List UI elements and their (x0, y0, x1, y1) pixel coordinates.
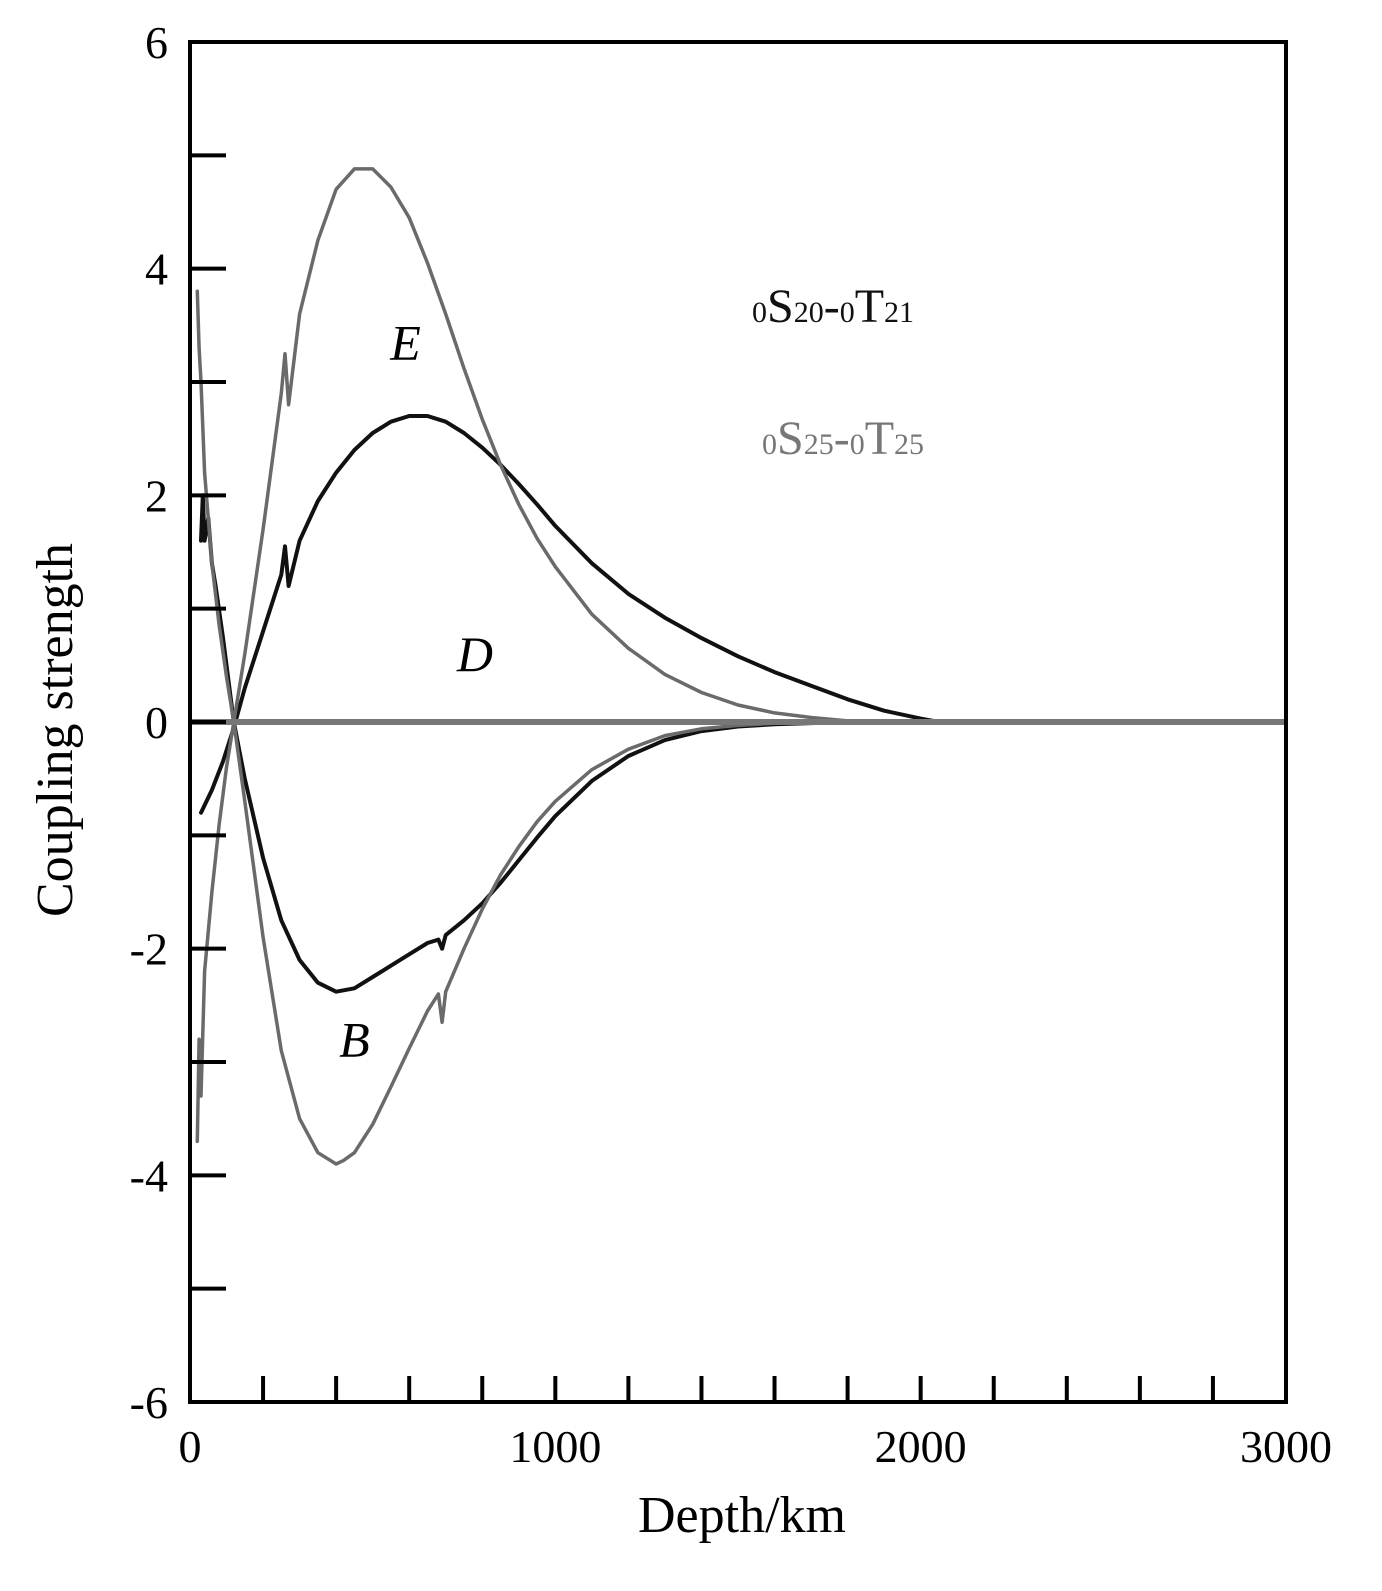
y-axis-title: Coupling strength (27, 543, 84, 917)
y-tick-label: -6 (130, 1377, 168, 1428)
series-line-b-gray (195, 289, 850, 1166)
curve-labels-layer: E D B (339, 314, 493, 1067)
curve-label-e: E (389, 314, 421, 370)
y-tick-label: -4 (130, 1150, 168, 1201)
x-tick-label: 2000 (875, 1421, 967, 1472)
legend: 0S20-0T21 0S25-0T25 (752, 280, 924, 465)
curve-label-d: D (456, 626, 493, 682)
curve-label-b: B (339, 1011, 370, 1067)
x-tick-label: 3000 (1240, 1421, 1332, 1472)
y-tick-label: 0 (145, 697, 168, 748)
x-axis-title: Depth/km (638, 1487, 846, 1544)
series-line-d-black (199, 493, 868, 994)
y-tick-label: 6 (145, 17, 168, 68)
x-tick-label: 0 (179, 1421, 202, 1472)
legend-entry: 0S25-0T25 (762, 412, 924, 465)
y-tick-label: -2 (130, 924, 168, 975)
y-tick-label: 4 (145, 244, 168, 295)
series-line-e-gray (195, 167, 868, 1144)
series-layer (195, 167, 941, 1166)
legend-entry: 0S20-0T21 (752, 280, 914, 333)
tick-labels-layer: 0 1000 2000 3000 -6 -4 -2 0 2 4 6 (130, 17, 1332, 1472)
ticks-layer (188, 40, 1288, 1404)
y-tick-label: 2 (145, 470, 168, 521)
series-line-e-black (199, 414, 941, 815)
x-tick-label: 1000 (509, 1421, 601, 1472)
